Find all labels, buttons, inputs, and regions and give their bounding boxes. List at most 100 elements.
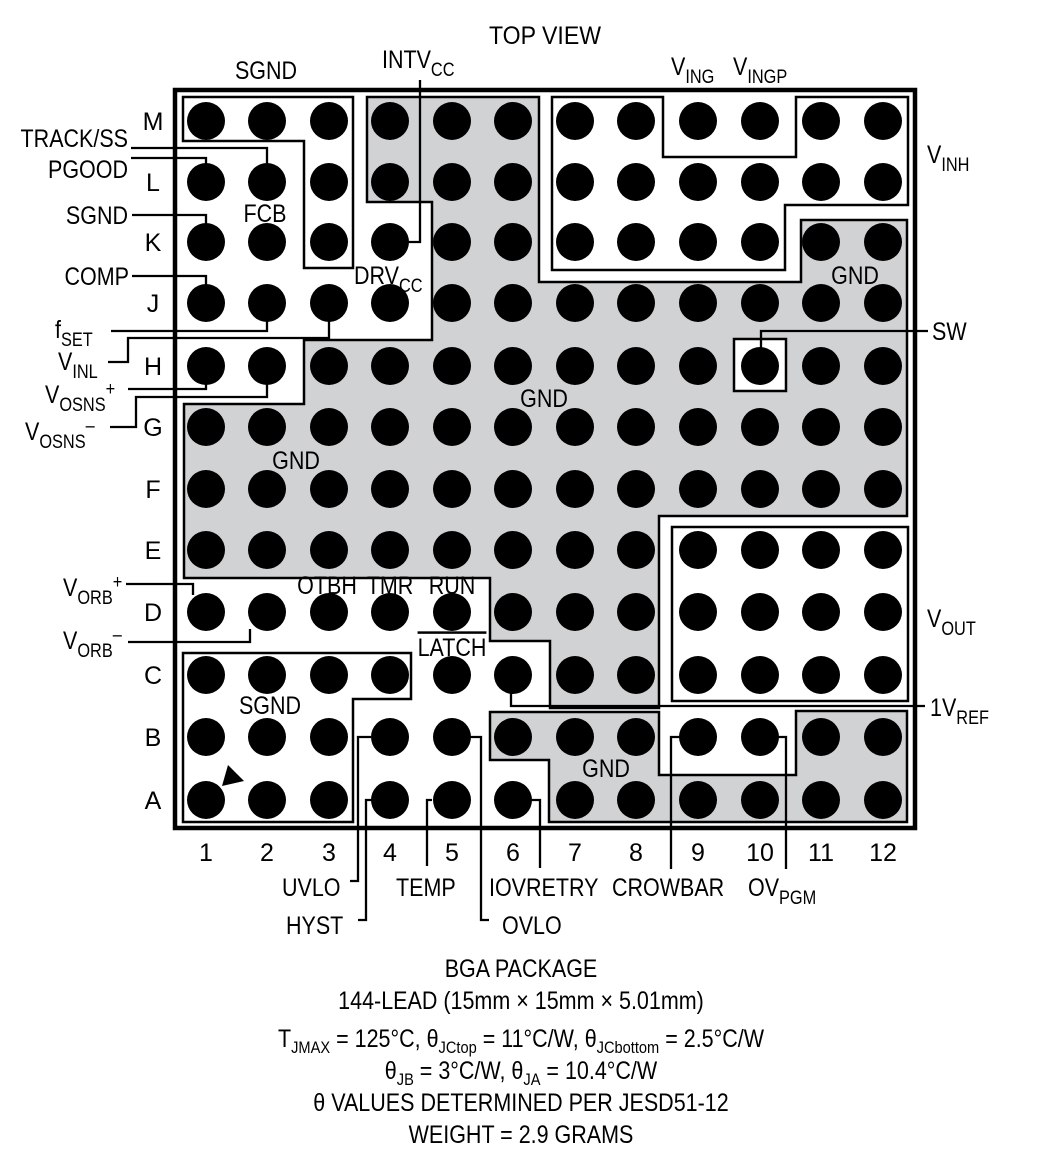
ball-E5: [433, 531, 471, 569]
pin-label-vorb-plus: VORB+: [63, 571, 122, 608]
pin-label-vinl: VINL: [58, 347, 98, 382]
pin-label-track-ss: TRACK/SS: [21, 124, 128, 152]
ball-M5: [433, 102, 471, 140]
ball-C4: [371, 656, 409, 694]
ball-H9: [679, 347, 717, 385]
thermal-line-2: θJB = 3°C/W, θJA = 10.4°C/W: [384, 1057, 658, 1089]
ball-F5: [433, 470, 471, 508]
ball-E4: [371, 531, 409, 569]
pin-label-drvcc: DRVCC: [354, 261, 423, 296]
pin-label-tmr: TMR: [367, 571, 414, 599]
column-labels: 1 2 3 4 5 6 7 8 9 10 11 12: [199, 839, 897, 867]
row-label-H: H: [144, 353, 162, 381]
pin-label-vout: VOUT: [927, 604, 976, 639]
ball-F10: [741, 470, 779, 508]
ball-D8: [617, 593, 655, 631]
ball-K6: [494, 223, 532, 261]
pin-label-fset: fSET: [55, 315, 93, 350]
pin-label-gnd-bottom: GND: [582, 754, 630, 782]
ball-B6: [494, 718, 532, 756]
row-label-K: K: [145, 229, 162, 257]
column-label-9: 9: [691, 839, 705, 867]
pin-label-uvlo: UVLO: [282, 873, 341, 901]
lead-1vref: [509, 692, 925, 708]
pin-label-gnd-left: GND: [272, 446, 320, 474]
column-label-7: 7: [568, 839, 582, 867]
lead-vosns-plus: [128, 383, 208, 391]
pin-label-sgnd-top: SGND: [235, 56, 297, 84]
ball-M10: [741, 102, 779, 140]
ball-G9: [679, 408, 717, 446]
ball-B10: [741, 718, 779, 756]
ball-K5: [433, 223, 471, 261]
ball-M6: [494, 102, 532, 140]
ball-F7: [556, 470, 594, 508]
ball-M11: [802, 102, 840, 140]
ball-G12: [864, 408, 902, 446]
ball-C10: [741, 656, 779, 694]
ball-J8: [617, 284, 655, 322]
ball-E3: [310, 531, 348, 569]
ball-J12: [864, 284, 902, 322]
pin-label-intvcc: INTVCC: [382, 45, 455, 80]
ball-B3: [310, 718, 348, 756]
weight: WEIGHT = 2.9 GRAMS: [408, 1121, 634, 1149]
pin-label-pgood: PGOOD: [48, 155, 128, 183]
ball-K4: [371, 223, 409, 261]
lead-vorb-minus: [128, 629, 252, 644]
lead-hyst: [358, 798, 372, 922]
column-label-11: 11: [808, 839, 834, 867]
row-labels: M L K J H G F E D C B A: [143, 108, 164, 815]
row-label-J: J: [147, 290, 160, 318]
ball-D4: [371, 593, 409, 631]
ball-E11: [802, 531, 840, 569]
ball-K11: [802, 223, 840, 261]
ball-L12: [864, 163, 902, 201]
pin-label-temp: TEMP: [396, 873, 456, 901]
ball-E12: [864, 531, 902, 569]
column-label-4: 4: [383, 839, 397, 867]
ball-D5: [433, 593, 471, 631]
ball-M2: [248, 102, 286, 140]
lead-temp: [425, 798, 432, 866]
view-title: TOP VIEW: [489, 22, 601, 50]
ball-L8: [617, 163, 655, 201]
row-label-E: E: [145, 537, 162, 565]
ball-A12: [864, 781, 902, 819]
ball-M3: [310, 102, 348, 140]
ball-E1: [187, 531, 225, 569]
ball-B7: [556, 718, 594, 756]
ball-E9: [679, 531, 717, 569]
ball-F1: [187, 470, 225, 508]
ball-A10: [741, 781, 779, 819]
theta-note: θ VALUES DETERMINED PER JESD51-12: [313, 1089, 729, 1117]
ball-E2: [248, 531, 286, 569]
ball-B8: [617, 718, 655, 756]
ball-L5: [433, 163, 471, 201]
lead-vinl: [108, 320, 331, 364]
ball-L7: [556, 163, 594, 201]
ball-H6: [494, 347, 532, 385]
ball-L6: [494, 163, 532, 201]
ball-H12: [864, 347, 902, 385]
ball-G2: [248, 408, 286, 446]
ball-G4: [371, 408, 409, 446]
pin-label-gnd-right-top: GND: [831, 261, 879, 289]
ball-D7: [556, 593, 594, 631]
ball-J4: [371, 284, 409, 322]
ball-C8: [617, 656, 655, 694]
ball-E7: [556, 531, 594, 569]
ball-J5: [433, 284, 471, 322]
row-label-M: M: [143, 108, 164, 136]
ball-J3: [310, 284, 348, 322]
pin-label-comp: COMP: [65, 262, 129, 290]
ball-D11: [802, 593, 840, 631]
ball-K10: [741, 223, 779, 261]
thermal-line-1: TJMAX = 125°C, θJCtop = 11°C/W, θJCbotto…: [277, 1025, 765, 1057]
ball-C1: [187, 656, 225, 694]
ball-L2: [248, 163, 286, 201]
ball-K12: [864, 223, 902, 261]
ball-L10: [741, 163, 779, 201]
row-label-B: B: [145, 724, 162, 752]
ball-K3: [310, 223, 348, 261]
